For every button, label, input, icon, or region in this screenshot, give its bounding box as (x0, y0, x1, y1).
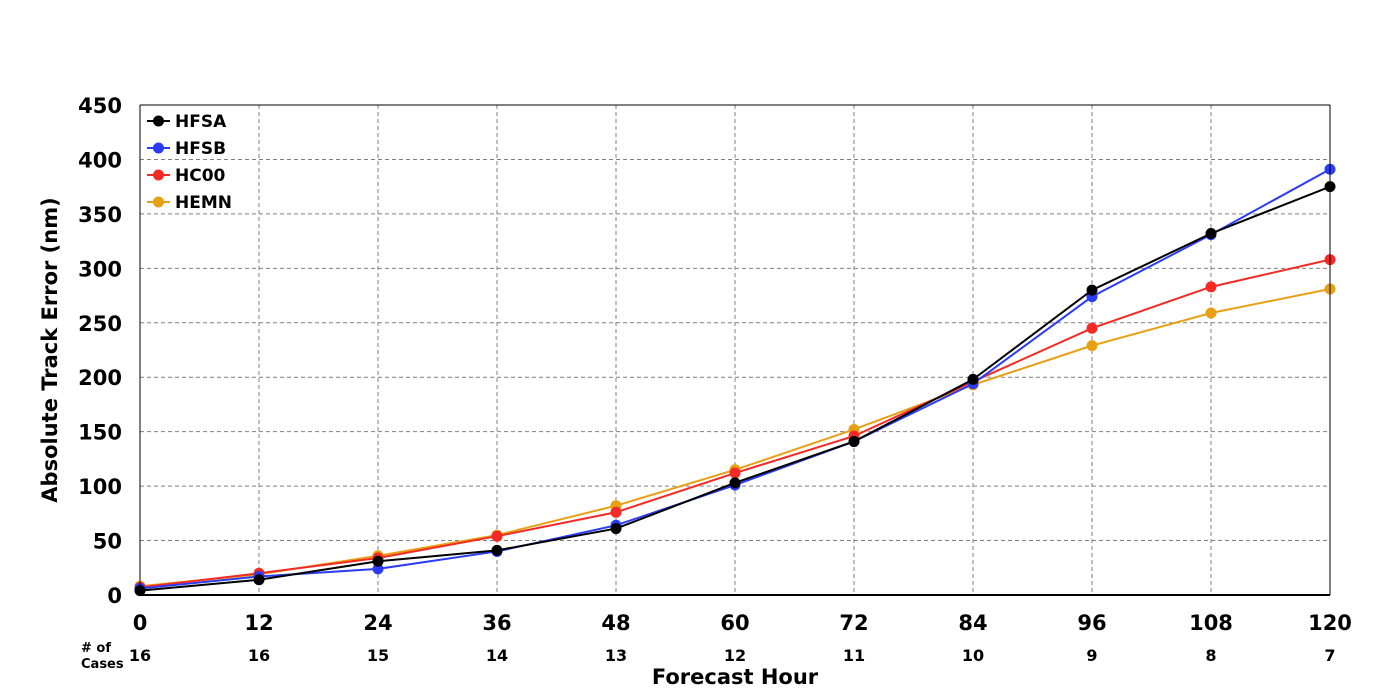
axes (139, 104, 1331, 596)
y-tick-label: 50 (93, 530, 122, 554)
data-point-hfsa (1086, 284, 1098, 296)
grid-lines (140, 104, 1330, 595)
x-tick-label: 60 (720, 611, 749, 635)
x-tick-labels: 0 12 24 36 48 60 72 84 96 108 120 (133, 611, 1352, 635)
case-counts: 16 16 15 14 13 12 11 10 9 8 7 (129, 646, 1336, 665)
y-tick-labels: 0 50 100 150 200 250 300 350 400 450 (78, 94, 122, 608)
legend-label-hemn: HEMN (175, 193, 232, 213)
case-count: 11 (843, 646, 865, 665)
case-count: 8 (1205, 646, 1216, 665)
y-tick-label: 400 (78, 148, 122, 172)
x-tick-label: 12 (244, 611, 273, 635)
legend-marker-hc00 (153, 169, 164, 181)
legend-label-hfsb: HFSB (175, 139, 226, 159)
legend-marker-hemn (153, 196, 164, 208)
cases-label-line1: # of (81, 641, 111, 656)
case-count: 9 (1086, 646, 1097, 665)
y-tick-label: 100 (78, 475, 122, 499)
data-point-hfsb (372, 563, 384, 575)
case-count: 13 (605, 646, 627, 665)
data-point-hfsa (848, 435, 860, 447)
data-point-hfsa (967, 373, 979, 385)
legend-label-hc00: HC00 (175, 166, 226, 186)
legend-marker-hfsa (153, 115, 164, 127)
case-count: 7 (1324, 646, 1335, 665)
legend: HFSA HFSB HC00 HEMN (147, 112, 232, 213)
legend-label-hfsa: HFSA (175, 112, 227, 132)
data-point-hemn (1205, 307, 1217, 319)
case-count: 12 (724, 646, 746, 665)
case-count: 10 (962, 646, 984, 665)
y-tick-label: 0 (107, 584, 122, 608)
case-count: 14 (486, 646, 508, 665)
y-tick-label: 350 (78, 203, 122, 227)
data-point-hc00 (1086, 322, 1098, 334)
series-group (134, 163, 1336, 597)
y-tick-label: 450 (78, 94, 122, 118)
x-tick-label: 72 (839, 611, 868, 635)
data-point-hc00 (729, 467, 741, 479)
x-tick-label: 84 (958, 611, 987, 635)
data-point-hc00 (491, 530, 503, 542)
data-point-hemn (1086, 340, 1098, 352)
y-tick-label: 150 (78, 421, 122, 445)
case-count: 16 (129, 646, 151, 665)
x-tick-label: 36 (482, 611, 511, 635)
case-count: 15 (367, 646, 389, 665)
data-point-hc00 (610, 506, 622, 518)
x-tick-label: 96 (1077, 611, 1106, 635)
case-count: 16 (248, 646, 270, 665)
y-tick-label: 250 (78, 312, 122, 336)
data-point-hfsa (491, 544, 503, 556)
x-axis-title: Forecast Hour (652, 665, 819, 689)
cases-label-line2: Cases (81, 657, 124, 672)
data-point-hfsa (253, 574, 265, 586)
data-point-hfsa (610, 523, 622, 535)
x-tick-label: 0 (133, 611, 148, 635)
x-tick-label: 24 (363, 611, 392, 635)
data-point-hc00 (1205, 281, 1217, 293)
x-tick-label: 120 (1308, 611, 1352, 635)
data-point-hfsa (372, 555, 384, 567)
x-tick-label: 48 (601, 611, 630, 635)
data-point-hfsa (1205, 227, 1217, 239)
legend-marker-hfsb (153, 142, 164, 154)
y-tick-label: 200 (78, 366, 122, 390)
y-axis-title: Absolute Track Error (nm) (38, 197, 62, 502)
y-tick-label: 300 (78, 257, 122, 281)
x-tick-label: 108 (1189, 611, 1233, 635)
data-point-hfsa (729, 477, 741, 489)
